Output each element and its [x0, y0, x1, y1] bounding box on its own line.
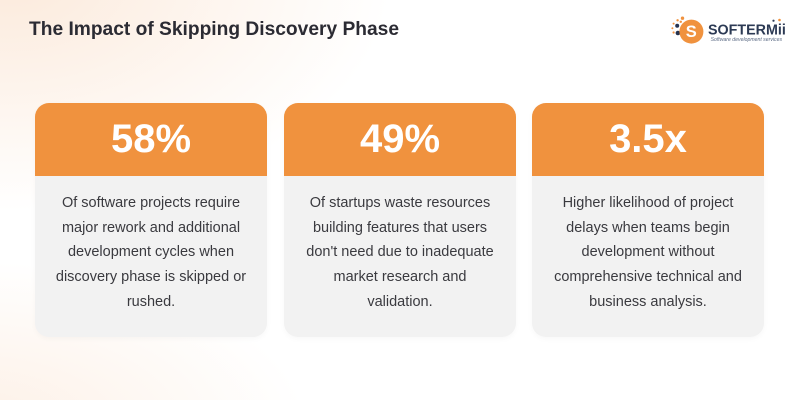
svg-text:S: S [686, 23, 697, 41]
svg-text:Software development services: Software development services [711, 37, 783, 43]
